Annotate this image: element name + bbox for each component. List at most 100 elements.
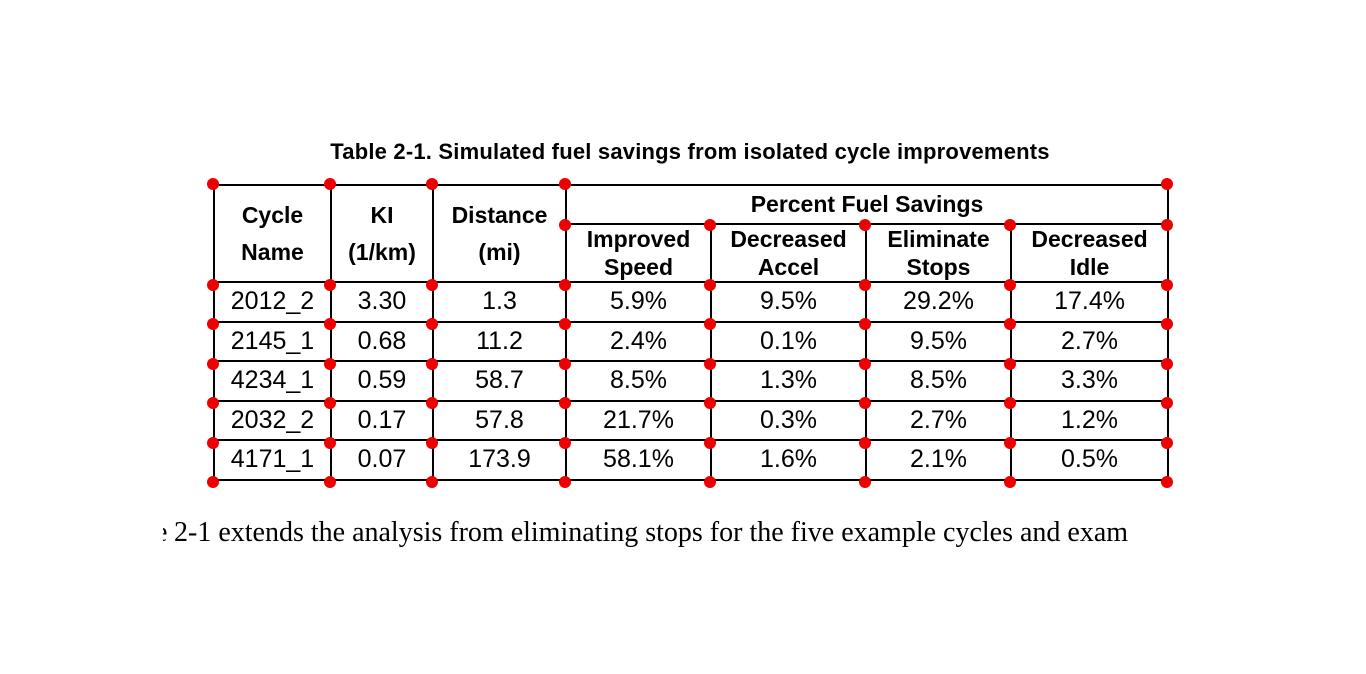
annotation-dot: [1161, 397, 1173, 409]
annotation-dot: [1161, 476, 1173, 488]
table-cell: 0.5%: [1009, 439, 1170, 481]
annotation-dot: [207, 476, 219, 488]
annotation-dot: [1161, 178, 1173, 190]
annotation-dot: [559, 358, 571, 370]
table-cell: 2.7%: [1009, 320, 1170, 362]
table-cell: 5.9%: [565, 281, 712, 323]
table-cell: 17.4%: [1009, 281, 1170, 323]
table-cell: 8.5%: [565, 360, 712, 402]
annotation-dot: [859, 476, 871, 488]
annotation-dot: [324, 476, 336, 488]
table-cell: 1.3%: [710, 360, 867, 402]
table-cell: 0.17: [330, 399, 434, 441]
table-cell: 58.1%: [565, 439, 712, 481]
annotation-dot: [1004, 476, 1016, 488]
table-cell: 57.8: [432, 399, 567, 441]
table-cell: 0.3%: [710, 399, 867, 441]
annotation-dot: [859, 318, 871, 330]
table-cell: 2145_1: [213, 320, 332, 362]
annotation-dot: [426, 178, 438, 190]
annotation-dot: [207, 318, 219, 330]
annotation-dot: [324, 437, 336, 449]
annotation-dot: [426, 437, 438, 449]
annotation-dot: [207, 397, 219, 409]
table-row: 2012_2 3.30 1.3 5.9% 9.5% 29.2% 17.4%: [213, 281, 1170, 323]
body-text-line: e2-1 extends the analysis from eliminati…: [163, 516, 1363, 550]
table-cell: 4171_1: [213, 439, 332, 481]
table-cell: 1.3: [432, 281, 567, 323]
annotation-dot: [704, 397, 716, 409]
table-cell: 2.4%: [565, 320, 712, 362]
annotation-dot: [559, 178, 571, 190]
table-cell: 2032_2: [213, 399, 332, 441]
table-cell: 21.7%: [565, 399, 712, 441]
annotation-dot: [704, 358, 716, 370]
annotation-dot: [207, 358, 219, 370]
annotation-dot: [426, 397, 438, 409]
table-cell: 0.1%: [710, 320, 867, 362]
table-cell: 1.2%: [1009, 399, 1170, 441]
table-cell: 3.30: [330, 281, 434, 323]
table-row: 4234_1 0.59 58.7 8.5% 1.3% 8.5% 3.3%: [213, 360, 1170, 402]
table-cell: 29.2%: [865, 281, 1012, 323]
annotation-dot: [859, 358, 871, 370]
annotation-dot: [1004, 279, 1016, 291]
table-cell: 0.68: [330, 320, 434, 362]
annotation-dot: [559, 279, 571, 291]
table-caption: Table 2-1. Simulated fuel savings from i…: [330, 139, 1050, 164]
body-sentence: 2-1 extends the analysis from eliminatin…: [174, 517, 1129, 548]
table-cell: 4234_1: [213, 360, 332, 402]
annotation-dot: [559, 437, 571, 449]
annotation-dot: [426, 476, 438, 488]
header-percent-fuel-savings: Percent Fuel Savings: [564, 184, 1170, 225]
annotation-dot: [1161, 279, 1173, 291]
header-ki: KI (1/km): [330, 184, 434, 283]
annotation-dot: [704, 437, 716, 449]
annotation-dot: [324, 318, 336, 330]
header-eliminate-stops: Eliminate Stops: [865, 223, 1012, 283]
table-cell: 8.5%: [865, 360, 1012, 402]
annotation-dot: [1004, 219, 1016, 231]
annotation-dot: [559, 476, 571, 488]
annotation-dot: [324, 279, 336, 291]
annotation-dot: [207, 178, 219, 190]
annotation-dot: [859, 437, 871, 449]
table-cell: 9.5%: [865, 320, 1012, 362]
annotation-dot: [1004, 397, 1016, 409]
table-cell: 3.3%: [1009, 360, 1170, 402]
header-decreased-idle: Decreased Idle: [1009, 223, 1170, 283]
annotation-dot: [207, 279, 219, 291]
table-row: 2032_2 0.17 57.8 21.7% 0.3% 2.7% 1.2%: [213, 399, 1170, 441]
annotation-dot: [426, 279, 438, 291]
table-row: 4171_1 0.07 173.9 58.1% 1.6% 2.1% 0.5%: [213, 439, 1170, 481]
table-row: 2145_1 0.68 11.2 2.4% 0.1% 9.5% 2.7%: [213, 320, 1170, 362]
annotation-dot: [1161, 437, 1173, 449]
table-cell: 9.5%: [710, 281, 867, 323]
annotation-dot: [559, 219, 571, 231]
table-cell: 58.7: [432, 360, 567, 402]
table-cell: 2012_2: [213, 281, 332, 323]
header-decreased-accel: Decreased Accel: [710, 223, 867, 283]
annotation-dot: [324, 358, 336, 370]
annotation-dot: [859, 279, 871, 291]
annotation-dot: [559, 318, 571, 330]
annotation-dot: [1161, 219, 1173, 231]
annotation-dot: [704, 318, 716, 330]
annotation-dot: [426, 318, 438, 330]
annotation-dot: [426, 358, 438, 370]
table-body: 2012_2 3.30 1.3 5.9% 9.5% 29.2% 17.4% 2145_1 0.6…: [213, 281, 1170, 481]
table-cell: 0.07: [330, 439, 434, 481]
annotation-dot: [704, 476, 716, 488]
table-cell: 2.7%: [865, 399, 1012, 441]
annotation-dot: [1161, 318, 1173, 330]
annotation-dot: [324, 397, 336, 409]
annotation-dot: [559, 397, 571, 409]
annotation-dot: [704, 279, 716, 291]
header-distance: Distance (mi): [432, 184, 567, 283]
table-cell: 0.59: [330, 360, 434, 402]
annotation-dot: [1004, 318, 1016, 330]
clipped-character-fragment: e: [163, 516, 169, 550]
table-cell: 1.6%: [710, 439, 867, 481]
header-cycle-name: Cycle Name: [213, 184, 332, 283]
annotation-dot: [207, 437, 219, 449]
